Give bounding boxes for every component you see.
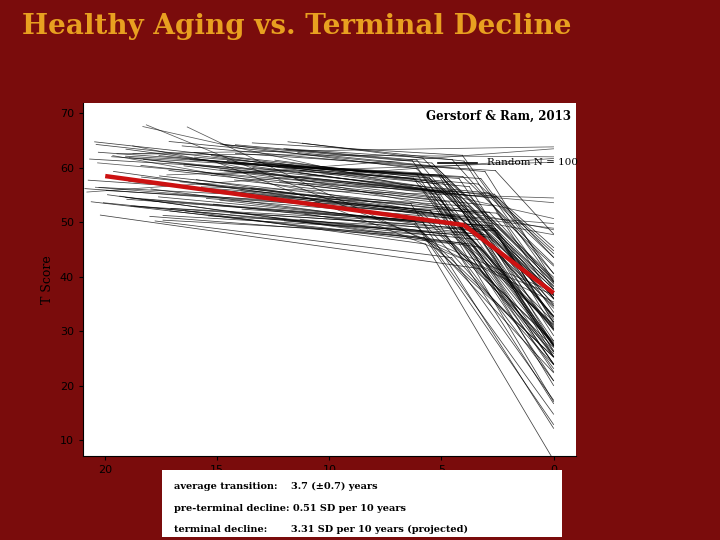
- Text: Random N = 100: Random N = 100: [487, 158, 578, 167]
- Text: pre-terminal decline: 0.51 SD per 10 years: pre-terminal decline: 0.51 SD per 10 yea…: [174, 503, 406, 512]
- Text: average transition:    3.7 (±0.7) years: average transition: 3.7 (±0.7) years: [174, 482, 377, 491]
- Text: terminal decline:       3.31 SD per 10 years (projected): terminal decline: 3.31 SD per 10 years (…: [174, 525, 468, 534]
- Text: Gerstorf & Ram, 2013: Gerstorf & Ram, 2013: [426, 110, 571, 123]
- X-axis label: Time to Death: Time to Death: [284, 481, 374, 494]
- Y-axis label: T Score: T Score: [41, 255, 54, 304]
- Text: Healthy Aging vs. Terminal Decline: Healthy Aging vs. Terminal Decline: [22, 14, 571, 40]
